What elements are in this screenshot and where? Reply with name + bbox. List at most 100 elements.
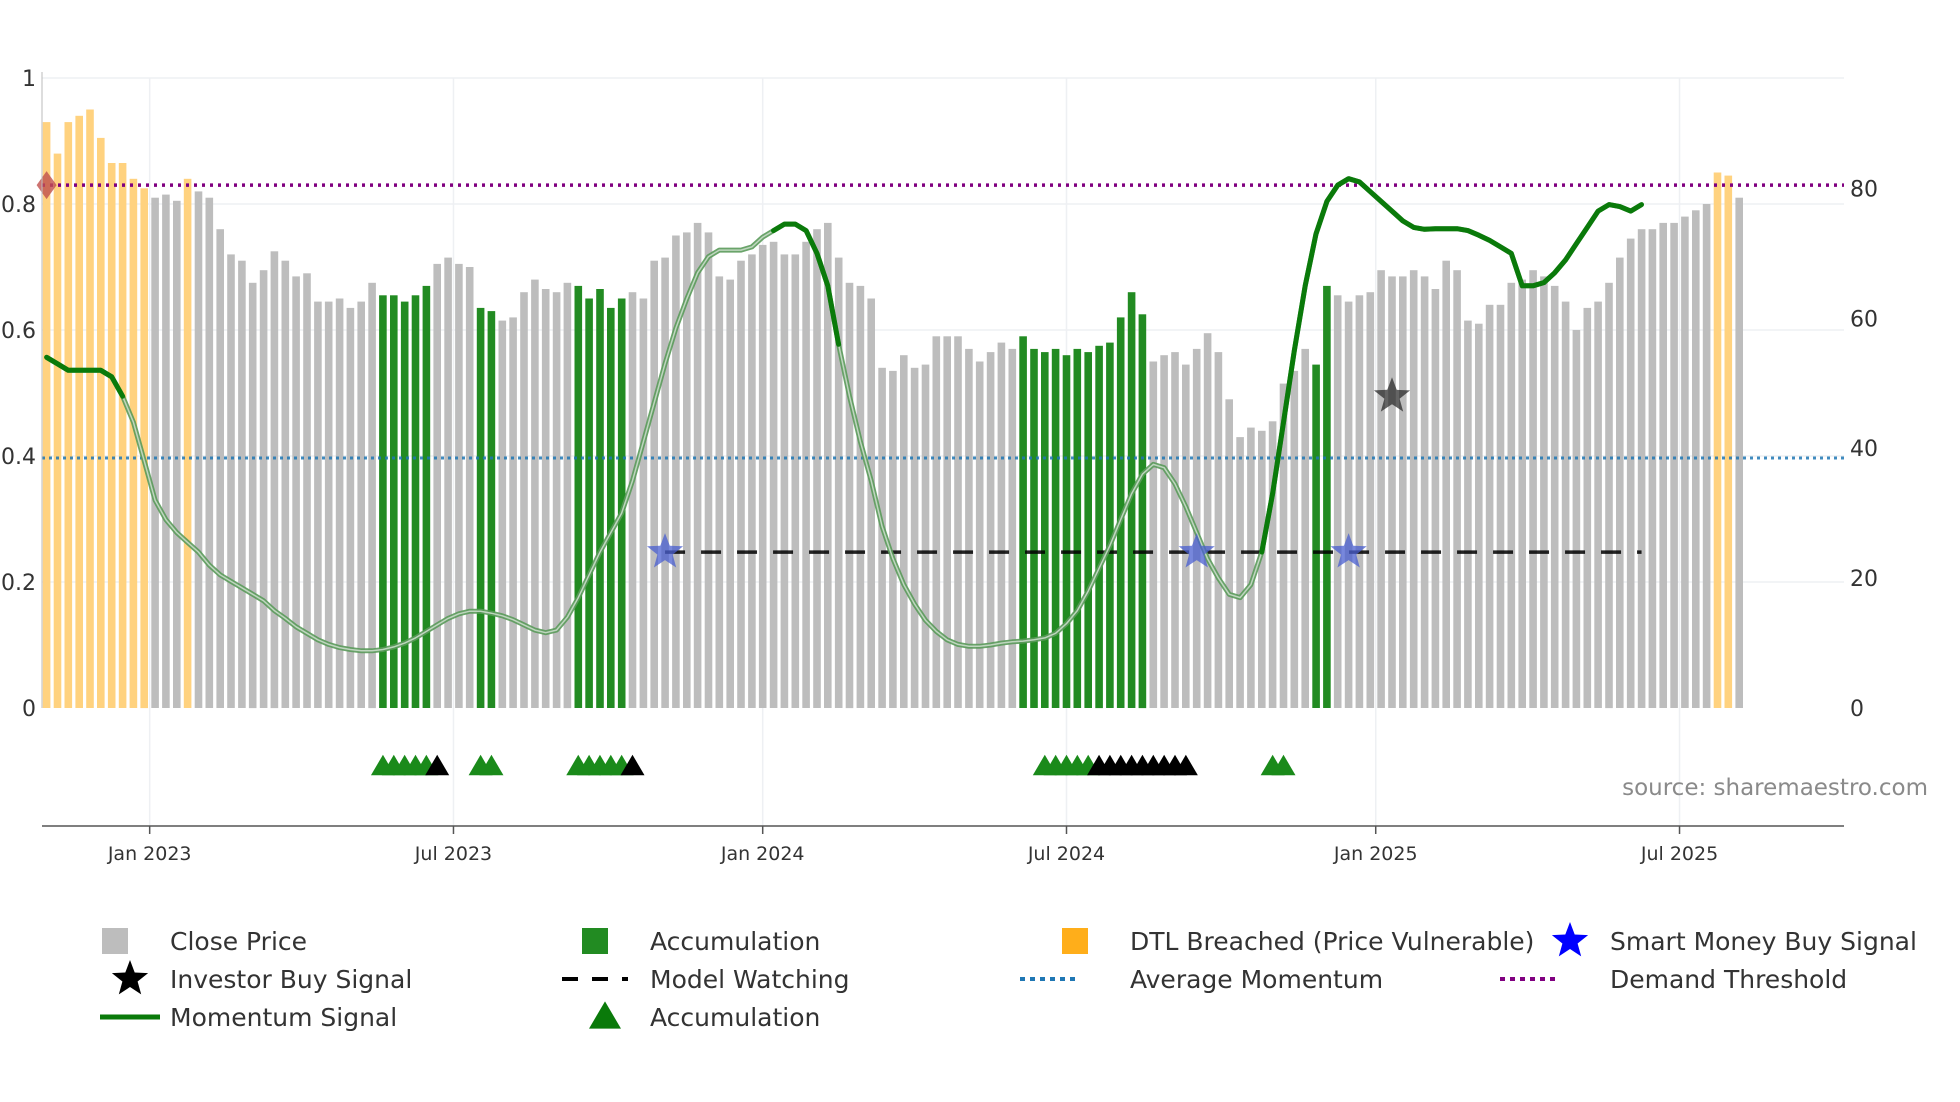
close-price-bar — [227, 254, 235, 708]
left-tick-label: 0 — [22, 697, 36, 722]
close-price-bar — [1735, 197, 1743, 708]
dtl-bar — [64, 122, 73, 709]
accumulation-bar — [596, 289, 604, 708]
close-price-bar — [563, 282, 572, 709]
accumulation-bar — [607, 307, 615, 708]
close-price-bar — [1561, 301, 1570, 708]
close-price-bar — [650, 260, 658, 708]
dtl-bar — [140, 188, 148, 709]
close-price-bar — [910, 367, 919, 708]
accumulation-bar — [1323, 285, 1331, 708]
close-price-bar — [1236, 437, 1244, 708]
close-price-bar — [845, 282, 854, 709]
close-price-bar — [1399, 276, 1407, 708]
close-price-bar — [1366, 292, 1375, 708]
close-price-bar — [1681, 216, 1689, 708]
close-price-bar — [1442, 260, 1450, 708]
right-tick-label: 80 — [1850, 177, 1878, 202]
smart-money-buy-signal-star — [647, 533, 684, 568]
accumulation-bar — [476, 307, 485, 708]
close-price-bar — [813, 229, 821, 708]
x-tick-label: Jul 2023 — [414, 843, 492, 865]
close-price-bar — [1550, 285, 1559, 708]
close-price-bar — [715, 276, 724, 708]
accumulation-bar — [487, 311, 496, 708]
close-price-bar — [1377, 270, 1385, 708]
accumulation-triangles — [370, 754, 1296, 776]
close-price-bar — [1247, 427, 1255, 708]
close-price-bar — [151, 197, 159, 708]
legend-label: Model Watching — [650, 965, 850, 994]
close-price-bar — [997, 342, 1006, 708]
close-price-bar — [238, 260, 246, 708]
close-price-bar — [1540, 276, 1548, 708]
close-price-bar — [324, 301, 333, 708]
close-price-bar — [1344, 301, 1353, 708]
close-price-bar — [878, 367, 886, 708]
close-price-bar — [465, 267, 474, 708]
legend-label: Accumulation — [650, 1003, 820, 1032]
close-price-bar — [1431, 289, 1440, 708]
close-price-bar — [661, 257, 669, 708]
legend-square-icon — [582, 928, 608, 954]
legend-item: Demand Threshold — [1500, 965, 1847, 994]
x-tick-label: Jan 2024 — [720, 843, 805, 865]
close-price-bar — [889, 370, 897, 708]
x-tick-label: Jan 2025 — [1333, 843, 1418, 865]
close-price-bar — [639, 298, 648, 708]
legend-item: Average Momentum — [1020, 965, 1383, 994]
accumulation-bar — [617, 298, 626, 708]
close-price-bar — [314, 301, 322, 708]
dtl-bar — [118, 163, 127, 708]
close-price-bar — [162, 194, 170, 709]
accumulation-bar — [1116, 317, 1125, 708]
dtl-bar — [86, 109, 94, 708]
close-price-bar — [932, 336, 941, 708]
close-price-bar — [726, 279, 734, 708]
close-price-bar — [281, 260, 290, 708]
accumulation-bar — [390, 295, 398, 708]
close-price-bar — [921, 364, 930, 708]
close-price-bar — [270, 251, 279, 709]
close-price-bar — [1388, 276, 1396, 708]
accumulation-bar — [574, 285, 583, 708]
dtl-bar — [183, 178, 192, 709]
accumulation-triangle — [479, 754, 504, 776]
right-tick-label: 0 — [1850, 697, 1864, 722]
x-tick-label: Jan 2023 — [107, 843, 192, 865]
right-tick-label: 40 — [1850, 437, 1878, 462]
price-bars — [42, 109, 1743, 709]
investor-triangle — [425, 754, 450, 776]
accumulation-bar — [1084, 352, 1092, 708]
accumulation-bar — [411, 295, 420, 708]
accumulation-bar — [1073, 348, 1082, 708]
close-price-bar — [1290, 370, 1299, 708]
legend-item: Close Price — [102, 927, 307, 956]
close-price-bar — [824, 222, 832, 708]
momentum-signal — [44, 176, 1644, 654]
close-price-bar — [303, 273, 311, 708]
close-price-bar — [1475, 323, 1483, 708]
close-price-bar — [1485, 304, 1494, 708]
accumulation-bar — [1051, 348, 1060, 708]
close-price-bar — [346, 307, 355, 708]
close-price-bar — [965, 348, 973, 708]
accumulation-bar — [1095, 345, 1103, 709]
close-price-bar — [954, 336, 962, 708]
close-price-bar — [444, 257, 452, 708]
legend-item: Model Watching — [562, 965, 850, 994]
close-price-bar — [1225, 399, 1233, 708]
legend-item: Accumulation — [589, 1001, 820, 1032]
close-price-bar — [1626, 238, 1635, 708]
left-tick-label: 0.6 — [1, 319, 36, 344]
legend-star-icon — [1551, 922, 1589, 957]
legend-item: Momentum Signal — [100, 1003, 397, 1032]
close-price-bar — [1203, 333, 1212, 708]
accumulation-bar — [1106, 342, 1114, 708]
close-price-bar — [173, 200, 181, 709]
momentum-signal-line — [1259, 176, 1644, 555]
close-price-bar — [1518, 279, 1526, 708]
legend-label: Demand Threshold — [1610, 965, 1847, 994]
